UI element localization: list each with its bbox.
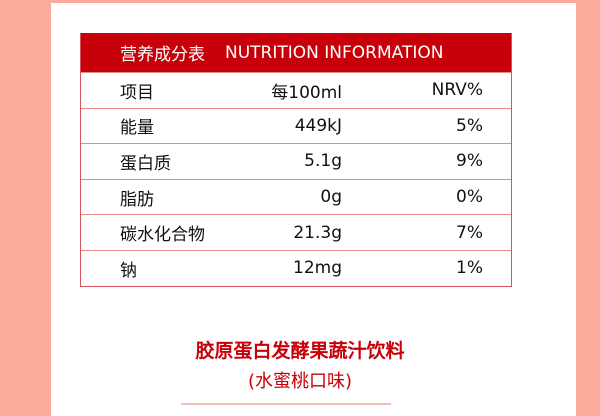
nutrient-nrv: 9% — [456, 151, 483, 172]
nutrient-nrv: 1% — [456, 258, 483, 279]
nutrient-name: 碳水化合物 — [120, 225, 205, 246]
nutrient-amount: 449kJ — [294, 115, 342, 136]
product-flavor: (水蜜桃口味) — [247, 371, 353, 392]
header-cn: 营养成分表 — [120, 45, 205, 65]
product-name: 胶原蛋白发酵果蔬汁饮料 — [195, 340, 405, 362]
divider — [181, 403, 391, 405]
nutrient-name: 蛋白质 — [120, 153, 171, 174]
nutrient-name: 脂肪 — [120, 189, 154, 210]
nutrition-table: 营养成分表 NUTRITION INFORMATION 项目 每100ml NR… — [80, 33, 512, 287]
column-header-row: 项目 每100ml NRV% — [81, 72, 511, 108]
nutrient-amount: 5.1g — [304, 151, 342, 172]
header-en: NUTRITION INFORMATION — [225, 42, 444, 63]
nutrient-nrv: 5% — [456, 115, 483, 136]
table-row: 蛋白质 5.1g 9% — [81, 143, 511, 179]
table-row: 碳水化合物 21.3g 7% — [81, 214, 511, 250]
nutrient-nrv: 7% — [456, 222, 483, 243]
nutrient-nrv: 0% — [456, 187, 483, 208]
nutrient-amount: 12mg — [293, 258, 342, 279]
col-item: 项目 — [120, 82, 154, 103]
nutrient-name: 钠 — [120, 260, 137, 281]
nutrient-name: 能量 — [120, 118, 154, 139]
table-row: 脂肪 0g 0% — [81, 178, 511, 215]
col-nrv: NRV% — [431, 80, 483, 101]
nutrient-amount: 21.3g — [293, 222, 342, 243]
table-row: 能量 449kJ 5% — [81, 107, 511, 144]
col-per100ml: 每100ml — [271, 82, 342, 103]
table-header: 营养成分表 NUTRITION INFORMATION — [81, 33, 511, 72]
table-row: 钠 12mg 1% — [81, 249, 511, 286]
nutrient-amount: 0g — [320, 187, 342, 208]
